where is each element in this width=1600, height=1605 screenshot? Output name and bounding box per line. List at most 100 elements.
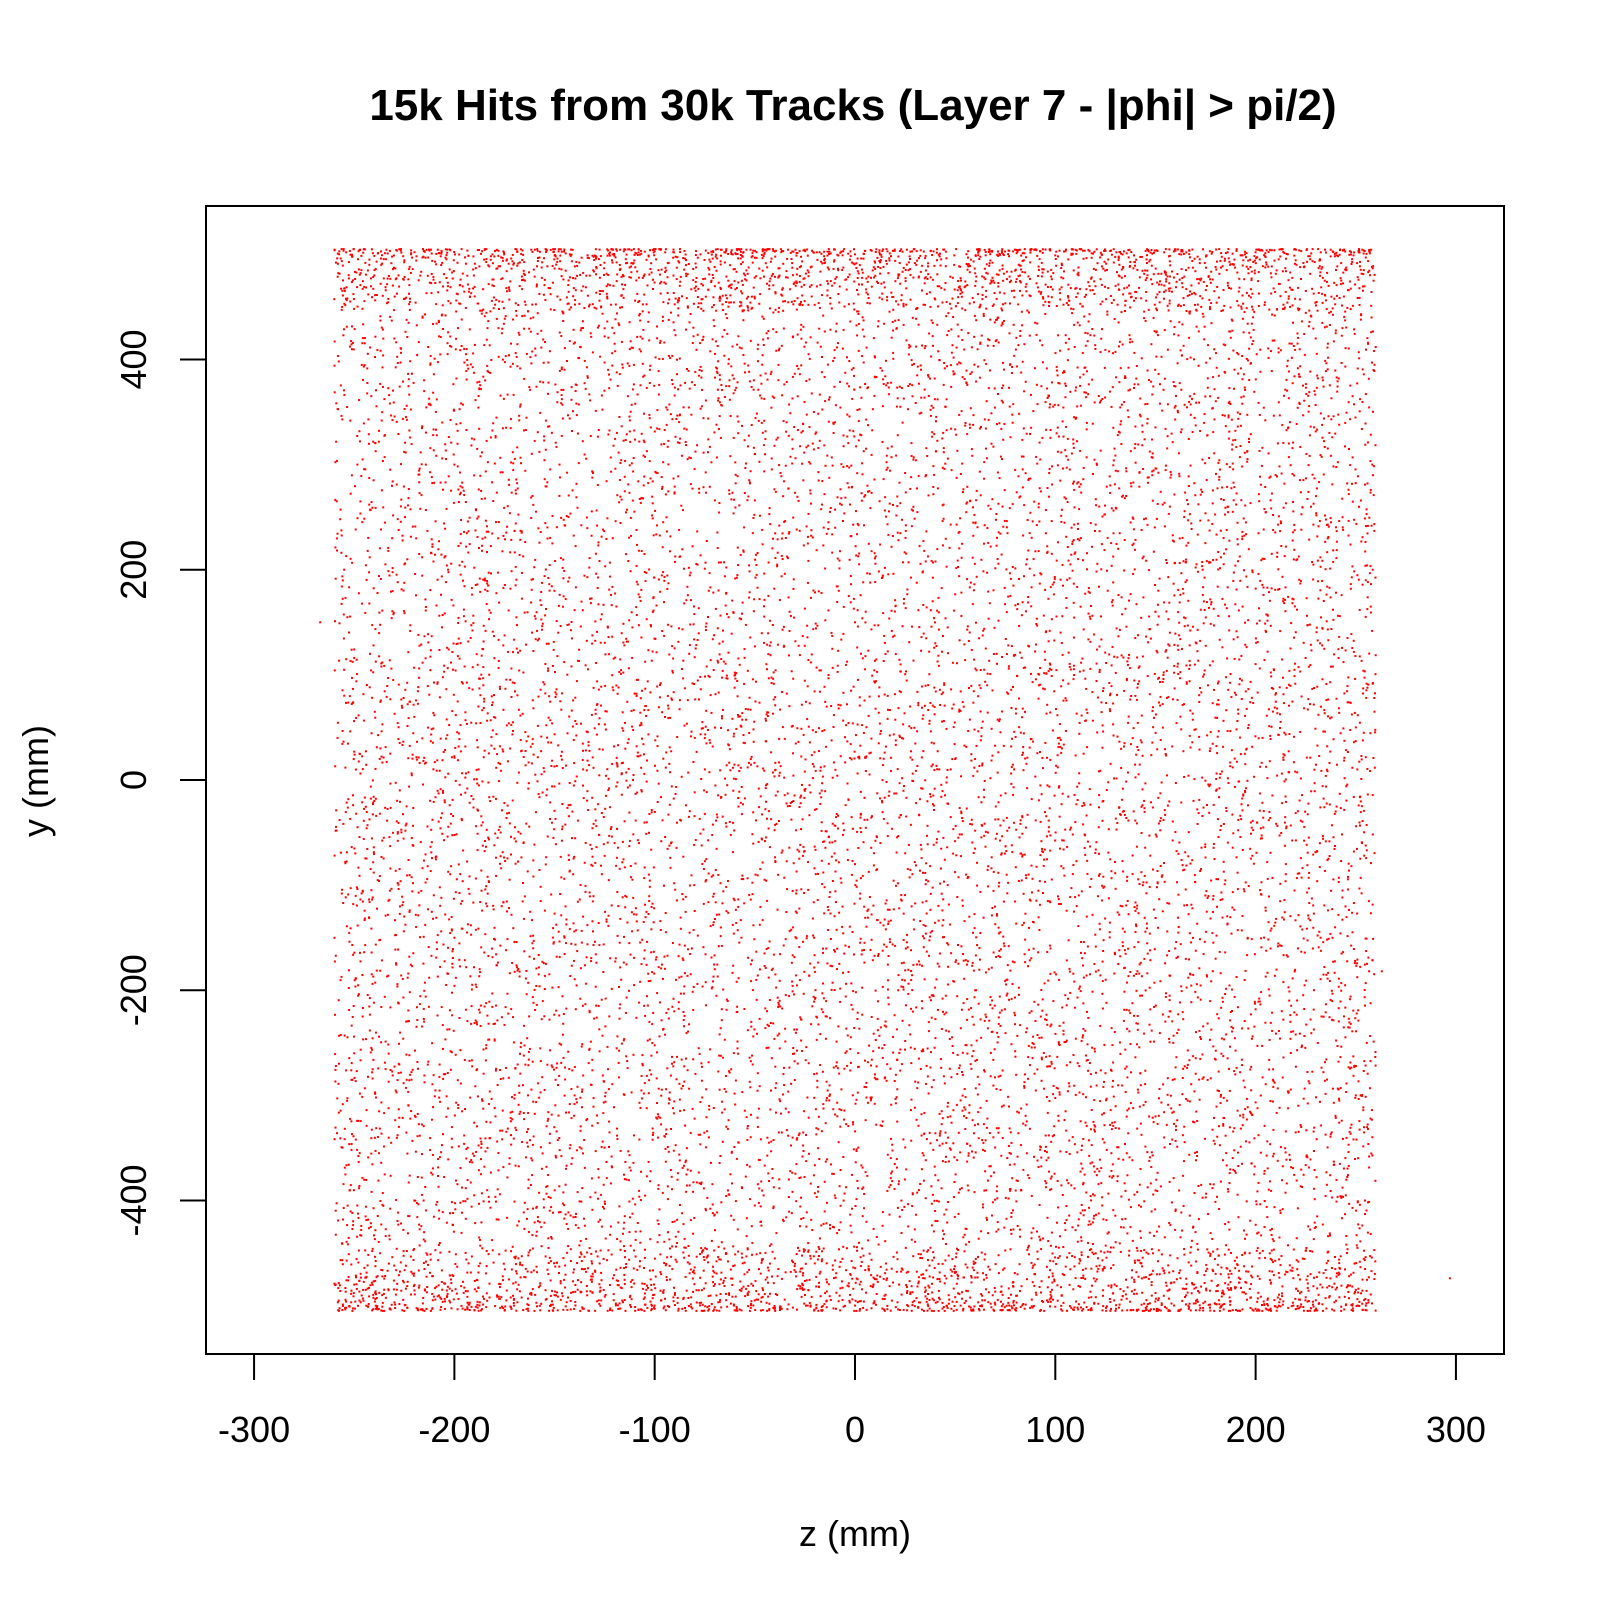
hit-point bbox=[1343, 1308, 1346, 1311]
hit-point bbox=[917, 1057, 920, 1060]
hit-point bbox=[1126, 1174, 1129, 1177]
hit-point bbox=[1294, 1131, 1297, 1134]
hit-point bbox=[991, 999, 994, 1002]
hit-point bbox=[736, 343, 739, 346]
hit-point bbox=[925, 637, 928, 640]
hit-point bbox=[841, 254, 844, 257]
hit-point bbox=[497, 1152, 500, 1154]
hit-point bbox=[556, 1291, 558, 1294]
hit-point bbox=[726, 317, 729, 320]
hit-point bbox=[986, 527, 989, 529]
hit-point bbox=[422, 1125, 425, 1128]
hit-point bbox=[705, 742, 708, 745]
hit-point bbox=[685, 297, 688, 300]
hit-point bbox=[1102, 690, 1104, 692]
hit-point bbox=[718, 1054, 721, 1057]
hit-point bbox=[479, 1025, 482, 1027]
hit-point bbox=[1177, 452, 1180, 455]
hit-point bbox=[1354, 1065, 1357, 1067]
hit-point bbox=[416, 1216, 419, 1219]
hit-point bbox=[764, 1027, 767, 1030]
hit-point bbox=[1337, 648, 1340, 651]
hit-point bbox=[724, 1292, 727, 1295]
hit-point bbox=[1314, 404, 1317, 406]
hit-point bbox=[915, 317, 918, 320]
hit-point bbox=[1264, 1083, 1267, 1086]
hit-point bbox=[379, 349, 382, 352]
hit-point bbox=[1116, 693, 1118, 696]
hit-point bbox=[1135, 698, 1138, 701]
hit-point bbox=[370, 1190, 373, 1193]
hit-point bbox=[1232, 638, 1235, 641]
hit-point bbox=[399, 905, 401, 908]
hit-point bbox=[1046, 1065, 1049, 1068]
hit-point bbox=[944, 537, 947, 540]
hit-point bbox=[920, 1273, 923, 1276]
hit-point bbox=[545, 1125, 548, 1128]
hit-point bbox=[1335, 284, 1338, 287]
hit-point bbox=[961, 1297, 963, 1300]
hit-point bbox=[1164, 289, 1167, 292]
hit-point bbox=[1103, 1266, 1106, 1268]
hit-point bbox=[1374, 654, 1377, 657]
hit-point bbox=[1092, 1277, 1095, 1280]
hit-point bbox=[931, 278, 934, 281]
hit-point bbox=[933, 1267, 936, 1269]
hit-point bbox=[535, 985, 538, 987]
hit-point bbox=[1176, 698, 1179, 701]
hit-point bbox=[1140, 714, 1143, 717]
hit-point bbox=[631, 346, 634, 349]
hit-point bbox=[868, 490, 871, 493]
hit-point bbox=[668, 403, 671, 406]
hit-point bbox=[1344, 250, 1347, 253]
hit-point bbox=[812, 1174, 815, 1177]
hit-point bbox=[664, 266, 667, 269]
hit-point bbox=[479, 590, 482, 593]
hit-point bbox=[590, 510, 593, 513]
hit-point bbox=[521, 279, 523, 282]
hit-point bbox=[1145, 1299, 1148, 1302]
hit-point bbox=[641, 310, 644, 313]
hit-point bbox=[1057, 382, 1060, 384]
hit-point bbox=[562, 1056, 565, 1059]
hit-point bbox=[734, 908, 737, 911]
hit-point bbox=[970, 1067, 973, 1070]
hit-point bbox=[1358, 505, 1360, 508]
hit-point bbox=[574, 1008, 577, 1011]
hit-point bbox=[1245, 707, 1248, 710]
hit-point bbox=[1259, 1151, 1262, 1154]
hit-point bbox=[815, 1303, 818, 1306]
hit-point bbox=[1305, 1129, 1308, 1132]
hit-point bbox=[364, 805, 367, 808]
hit-point bbox=[1344, 1036, 1347, 1039]
hit-point bbox=[825, 1097, 828, 1099]
hit-point bbox=[1338, 635, 1341, 638]
hit-point bbox=[576, 1085, 579, 1088]
hit-point bbox=[1163, 270, 1166, 273]
hit-point bbox=[1230, 318, 1233, 321]
hit-point bbox=[638, 596, 641, 599]
hit-point bbox=[432, 560, 435, 563]
hit-point bbox=[1289, 464, 1292, 467]
hit-point bbox=[711, 823, 714, 826]
hit-point bbox=[774, 704, 777, 707]
hit-point bbox=[1004, 980, 1007, 983]
hit-point bbox=[687, 566, 690, 569]
hit-point bbox=[976, 884, 979, 887]
hit-point bbox=[650, 625, 652, 628]
hit-point bbox=[984, 1139, 987, 1142]
hit-point bbox=[379, 699, 382, 702]
hit-point bbox=[700, 1183, 703, 1186]
hit-point bbox=[682, 1011, 685, 1013]
hit-point bbox=[796, 267, 799, 270]
hit-point bbox=[1205, 890, 1208, 893]
hit-point bbox=[616, 891, 619, 893]
hit-point bbox=[375, 1276, 378, 1279]
hit-point bbox=[846, 660, 849, 663]
hit-point bbox=[1323, 730, 1326, 733]
hit-point bbox=[1073, 1265, 1076, 1268]
hit-point bbox=[370, 1152, 373, 1155]
hit-point bbox=[1313, 426, 1316, 429]
hit-point bbox=[905, 1168, 908, 1171]
hit-point bbox=[1307, 802, 1310, 805]
